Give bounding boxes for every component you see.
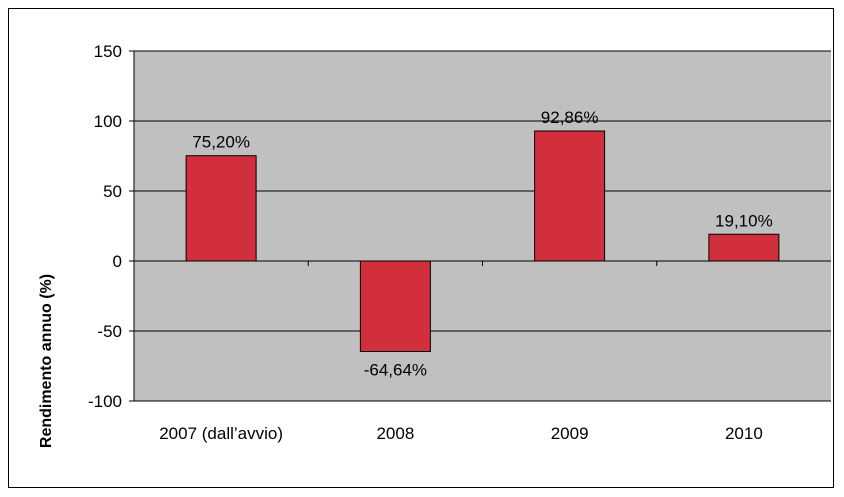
- x-tick-label: 2008: [376, 424, 414, 443]
- axes: [129, 50, 831, 402]
- data-label: 75,20%: [192, 133, 250, 152]
- y-tick-label: 0: [113, 252, 122, 271]
- data-label: 92,86%: [541, 108, 599, 127]
- bar: [359, 260, 431, 352]
- data-label: 19,10%: [715, 211, 773, 230]
- y-axis-title: Rendimento annuo (%): [38, 274, 55, 448]
- bar: [708, 233, 780, 262]
- y-tick-label: 100: [94, 112, 122, 131]
- y-tick-label: 50: [103, 182, 122, 201]
- y-tick-label: 150: [94, 42, 122, 61]
- y-tick-label: -50: [97, 322, 122, 341]
- bar: [185, 155, 257, 262]
- x-tick-label: 2009: [551, 424, 589, 443]
- x-tick-label: 2007 (dall’avvio): [159, 424, 283, 443]
- labels: 150 100 50 0 -50 -100 75,20% 2007 (dall’avvio) -…: [88, 42, 773, 443]
- x-tick-label: 2010: [725, 424, 763, 443]
- bars: [185, 130, 780, 352]
- bar: [534, 130, 606, 262]
- data-label: -64,64%: [364, 360, 427, 379]
- y-tick-label: -100: [88, 392, 122, 411]
